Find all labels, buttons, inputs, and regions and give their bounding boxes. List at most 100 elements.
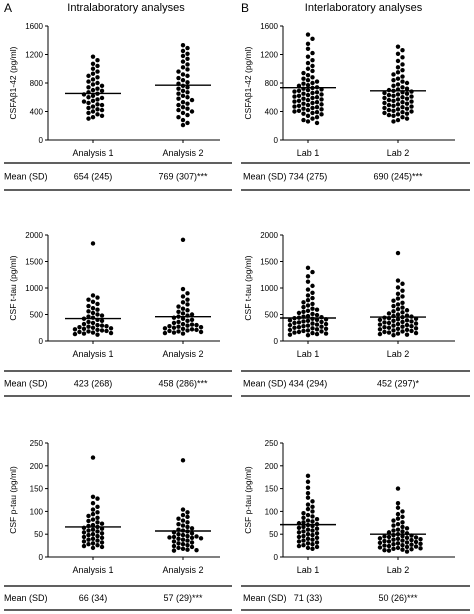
data-point bbox=[180, 458, 186, 463]
data-point bbox=[400, 110, 405, 115]
data-point bbox=[310, 306, 315, 311]
table-value: 734 (275) bbox=[289, 172, 328, 182]
data-point bbox=[171, 320, 177, 326]
table-value: 434 (294) bbox=[289, 379, 328, 389]
data-point bbox=[189, 526, 195, 531]
data-point bbox=[180, 523, 186, 528]
data-point bbox=[400, 85, 405, 90]
data-point bbox=[180, 294, 186, 299]
data-point bbox=[95, 504, 100, 510]
y-tick-label: 0 bbox=[39, 136, 44, 145]
data-point bbox=[404, 116, 410, 121]
data-point bbox=[310, 499, 315, 504]
data-point bbox=[90, 87, 96, 93]
data-point bbox=[400, 542, 405, 548]
y-axis-label: CSF t-tau (pg/ml) bbox=[243, 255, 253, 320]
data-point bbox=[314, 115, 320, 120]
data-point bbox=[180, 72, 186, 77]
data-point bbox=[395, 296, 401, 301]
data-point bbox=[296, 329, 302, 335]
data-point bbox=[395, 486, 401, 491]
data-point bbox=[296, 525, 302, 531]
data-point bbox=[382, 325, 387, 330]
data-point bbox=[171, 330, 177, 335]
data-point bbox=[404, 526, 410, 531]
y-tick-label: 0 bbox=[39, 553, 44, 562]
data-point bbox=[180, 77, 186, 83]
y-tick-label: 1500 bbox=[260, 258, 278, 267]
data-point bbox=[404, 535, 410, 541]
table-label: Mean (SD) bbox=[4, 593, 48, 603]
data-point bbox=[319, 92, 324, 97]
data-point bbox=[404, 101, 410, 106]
y-tick-label: 0 bbox=[274, 136, 279, 145]
data-point bbox=[409, 328, 414, 334]
data-point bbox=[310, 269, 315, 275]
data-point bbox=[386, 97, 392, 103]
data-point bbox=[305, 82, 311, 88]
data-point bbox=[391, 298, 396, 303]
data-point bbox=[198, 536, 204, 541]
data-point bbox=[391, 328, 396, 333]
data-point bbox=[90, 527, 96, 532]
y-tick-label: 100 bbox=[30, 507, 44, 516]
data-point bbox=[99, 531, 105, 536]
data-point bbox=[395, 536, 401, 541]
panel-title: Intralaboratory analyses bbox=[67, 2, 185, 14]
data-point bbox=[90, 330, 96, 335]
data-point bbox=[176, 319, 181, 325]
y-axis-label: CSFAβ1-42 (pg/ml) bbox=[243, 46, 253, 119]
data-point bbox=[198, 329, 204, 335]
data-point bbox=[301, 106, 306, 111]
data-point bbox=[310, 68, 315, 74]
data-point bbox=[180, 43, 186, 48]
data-point bbox=[301, 117, 306, 123]
data-point bbox=[305, 518, 311, 523]
data-point bbox=[314, 544, 320, 550]
data-point bbox=[400, 48, 405, 53]
data-point bbox=[418, 541, 423, 546]
data-point bbox=[391, 528, 396, 533]
data-point bbox=[395, 521, 401, 527]
data-point bbox=[314, 105, 320, 110]
table-label: Mean (SD) bbox=[243, 379, 287, 389]
data-point bbox=[99, 544, 105, 550]
data-point bbox=[292, 99, 297, 104]
data-point bbox=[176, 329, 181, 334]
data-point bbox=[180, 100, 186, 105]
data-point bbox=[400, 95, 405, 100]
data-point bbox=[95, 312, 100, 317]
data-point bbox=[185, 95, 190, 100]
data-point bbox=[395, 51, 401, 56]
data-point bbox=[409, 319, 414, 324]
data-point bbox=[176, 516, 181, 521]
data-point bbox=[314, 100, 320, 105]
data-point bbox=[86, 329, 91, 334]
data-point bbox=[305, 536, 311, 541]
data-point bbox=[395, 302, 401, 307]
data-point bbox=[386, 311, 392, 316]
data-point bbox=[310, 100, 315, 106]
data-point bbox=[310, 290, 315, 295]
data-point bbox=[90, 241, 96, 246]
table-value: 452 (297)* bbox=[377, 379, 420, 389]
data-point bbox=[296, 88, 302, 94]
x-tick-label: Lab 2 bbox=[387, 148, 410, 158]
data-point bbox=[404, 327, 410, 333]
data-point bbox=[90, 71, 96, 76]
data-point bbox=[296, 530, 302, 535]
data-point bbox=[287, 318, 293, 323]
data-point bbox=[400, 324, 405, 329]
data-point bbox=[301, 76, 306, 81]
data-point bbox=[90, 109, 96, 114]
data-point bbox=[171, 543, 177, 549]
data-point bbox=[314, 322, 320, 327]
data-point bbox=[305, 495, 311, 500]
data-point bbox=[305, 303, 311, 308]
data-point bbox=[310, 75, 315, 80]
data-point bbox=[323, 331, 329, 336]
data-point bbox=[176, 86, 181, 91]
data-point bbox=[310, 36, 315, 42]
data-point bbox=[395, 285, 401, 290]
data-point bbox=[301, 111, 306, 116]
